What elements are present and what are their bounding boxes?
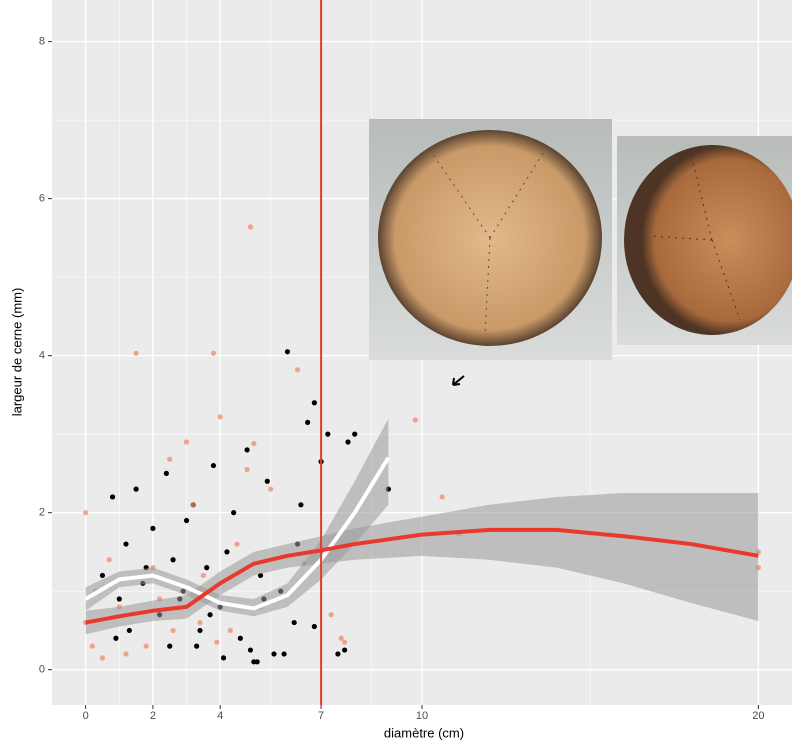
point [345,439,351,445]
point [328,612,334,618]
point [237,635,243,641]
point [244,466,250,473]
x-tick-label: 20 [752,710,764,722]
point [325,431,331,437]
point [197,619,203,626]
point [281,651,287,657]
point [83,510,89,516]
point [167,643,173,649]
point [251,440,257,447]
point [234,541,240,547]
point [342,647,348,653]
point [163,470,169,477]
point [99,655,106,661]
point [264,478,270,484]
point [133,350,139,356]
point [298,502,304,508]
point [335,651,341,657]
point [170,627,176,634]
disc-lines [649,149,741,321]
point [227,627,233,634]
photos [369,119,792,386]
point [197,627,203,634]
x-axis-title: diamètre (cm) [384,725,464,740]
y-axis-title: largeur de cerne (mm) [9,288,24,417]
point [271,651,277,657]
point [167,456,173,462]
point [244,447,250,453]
point [352,431,358,437]
arrow [452,375,465,386]
point [170,557,176,563]
point [220,655,227,661]
point [439,494,445,500]
point [305,419,311,425]
y-tick-label: 4 [39,350,45,362]
point [214,639,220,645]
x-tick-label: 4 [217,710,223,722]
x-tick-label: 2 [150,710,156,722]
point [109,494,116,500]
x-tick-label: 0 [83,710,89,722]
point [210,350,217,356]
point [210,462,217,469]
point [247,647,254,653]
point [89,643,95,649]
confidence-band [85,493,759,635]
point [123,651,129,657]
point [291,619,297,626]
point [126,627,132,634]
point [204,565,210,571]
y-tick-label: 2 [39,507,45,519]
point [116,596,122,602]
point [294,367,301,373]
point [99,572,106,579]
smooth-line [84,456,391,611]
point [247,224,254,230]
point [412,417,418,423]
point [254,659,260,665]
point [190,502,196,508]
point [106,557,112,563]
point [311,623,317,630]
point [342,639,348,645]
point [113,635,119,641]
point [133,486,139,492]
point [123,541,129,547]
plot [83,0,761,705]
wood-disc [624,145,792,335]
point [217,414,223,420]
point [183,439,190,445]
point [224,549,230,555]
point [194,643,200,649]
point [338,635,344,641]
x-tick-label: 10 [416,710,428,722]
point [150,525,156,531]
point [268,486,274,492]
point [143,643,149,649]
point [284,349,291,355]
x-tick-label: 7 [318,710,324,722]
y-tick-label: 0 [39,664,45,676]
point [183,517,190,524]
point [311,400,317,406]
point [207,612,213,618]
point [231,510,237,516]
point [200,572,206,579]
y-tick-label: 8 [39,36,45,48]
y-tick-label: 6 [39,193,45,205]
